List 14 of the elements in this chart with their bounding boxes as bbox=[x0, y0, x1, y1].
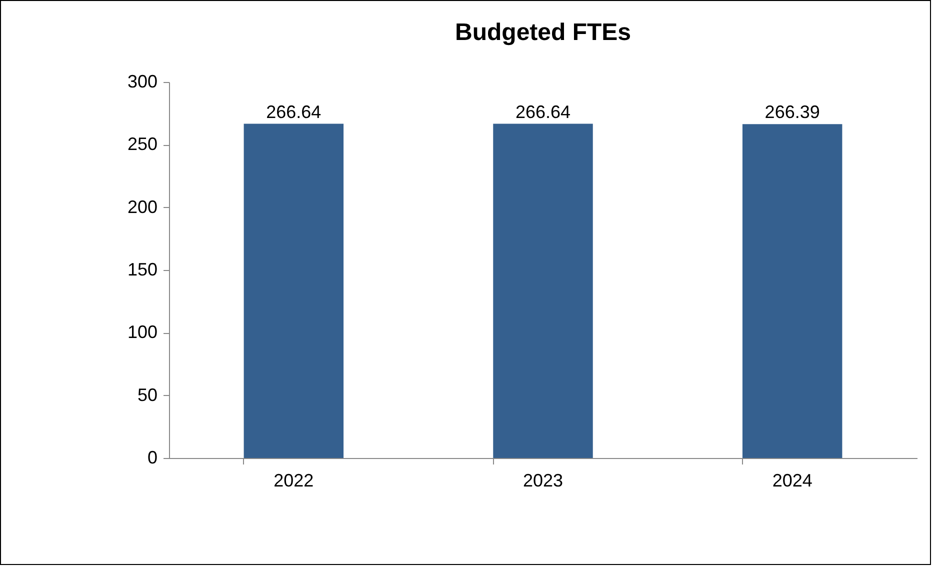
x-tick-label: 2022 bbox=[274, 470, 314, 490]
x-tick-label: 2023 bbox=[522, 470, 564, 490]
y-tick-label: 0 bbox=[147, 448, 158, 468]
y-tick-label: 50 bbox=[137, 384, 158, 405]
chart-title: Budgeted FTEs bbox=[454, 19, 632, 46]
y-tick-label: 100 bbox=[127, 322, 158, 342]
y-tick-label: 200 bbox=[127, 196, 158, 217]
x-tick-label: 2024 bbox=[772, 470, 812, 490]
y-tick-label: 300 bbox=[127, 72, 158, 92]
y-tick-label: 150 bbox=[127, 260, 158, 280]
y-tick-label: 250 bbox=[127, 134, 158, 154]
data-label: 266.64 bbox=[266, 102, 322, 122]
data-label: 266.64 bbox=[515, 102, 571, 122]
data-label: 266.39 bbox=[764, 102, 820, 122]
